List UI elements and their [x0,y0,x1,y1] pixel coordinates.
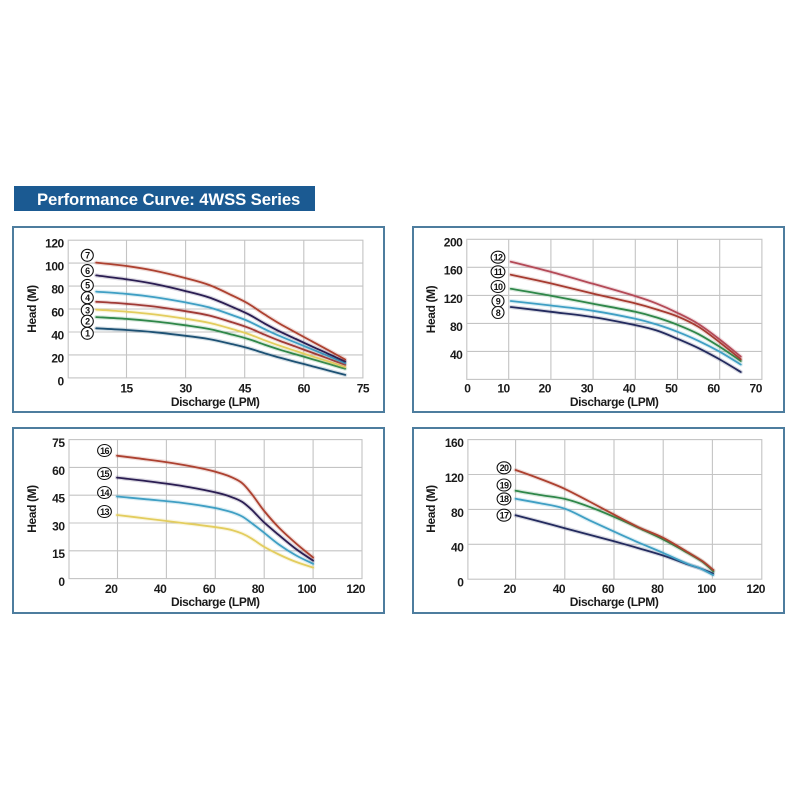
svg-text:40: 40 [51,328,64,342]
svg-text:160: 160 [444,264,463,278]
svg-text:40: 40 [553,582,566,596]
svg-text:10: 10 [497,381,510,395]
svg-text:40: 40 [154,582,167,596]
svg-text:120: 120 [746,582,765,596]
svg-text:Discharge (LPM): Discharge (LPM) [570,595,659,609]
svg-text:Head (M): Head (M) [25,285,39,333]
svg-text:Discharge (LPM): Discharge (LPM) [171,395,260,409]
svg-text:19: 19 [500,480,509,490]
svg-text:120: 120 [45,237,64,251]
svg-text:45: 45 [239,381,252,395]
svg-text:40: 40 [450,348,463,362]
svg-text:13: 13 [100,507,109,517]
svg-text:75: 75 [52,436,65,450]
svg-text:60: 60 [51,305,64,319]
svg-text:30: 30 [581,381,594,395]
svg-text:4: 4 [85,293,90,303]
svg-text:7: 7 [85,251,90,261]
svg-text:60: 60 [203,582,216,596]
svg-text:8: 8 [496,308,501,318]
svg-text:0: 0 [58,575,65,589]
svg-text:100: 100 [298,582,317,596]
svg-text:6: 6 [85,266,90,276]
svg-text:1: 1 [85,329,90,339]
svg-text:12: 12 [494,253,503,263]
svg-text:Discharge (LPM): Discharge (LPM) [570,395,659,409]
svg-text:80: 80 [651,582,664,596]
svg-text:200: 200 [444,236,463,250]
svg-text:100: 100 [45,260,64,274]
svg-text:5: 5 [85,281,90,291]
svg-text:60: 60 [298,381,311,395]
svg-text:0: 0 [58,374,65,388]
svg-text:120: 120 [445,471,464,485]
svg-text:20: 20 [539,381,552,395]
svg-text:30: 30 [52,519,65,533]
svg-text:70: 70 [750,381,763,395]
svg-text:18: 18 [500,494,509,504]
svg-text:Discharge (LPM): Discharge (LPM) [171,595,260,609]
svg-text:16: 16 [100,446,109,456]
svg-text:120: 120 [346,582,365,596]
svg-text:100: 100 [697,582,716,596]
svg-text:20: 20 [51,351,64,365]
svg-text:20: 20 [504,582,517,596]
svg-text:40: 40 [623,381,636,395]
svg-text:160: 160 [445,436,464,450]
svg-text:14: 14 [100,488,109,498]
svg-text:60: 60 [707,381,720,395]
svg-text:11: 11 [494,267,503,277]
svg-text:0: 0 [457,576,464,590]
svg-text:15: 15 [100,469,109,479]
svg-text:20: 20 [105,582,118,596]
svg-text:80: 80 [51,283,64,297]
svg-text:9: 9 [496,296,501,306]
svg-text:15: 15 [52,547,65,561]
svg-text:80: 80 [252,582,265,596]
svg-text:80: 80 [450,320,463,334]
svg-text:17: 17 [500,511,509,521]
svg-text:45: 45 [52,492,65,506]
svg-text:30: 30 [179,381,192,395]
svg-text:10: 10 [494,282,503,292]
svg-text:20: 20 [500,463,509,473]
svg-text:0: 0 [464,381,471,395]
svg-text:40: 40 [451,541,464,555]
svg-text:Performance Curve: 4WSS Series: Performance Curve: 4WSS Series [37,190,300,209]
svg-text:3: 3 [85,305,90,315]
svg-text:75: 75 [357,381,370,395]
svg-text:60: 60 [602,582,615,596]
svg-text:120: 120 [444,292,463,306]
svg-text:60: 60 [52,464,65,478]
svg-text:80: 80 [451,506,464,520]
svg-text:Head (M): Head (M) [424,485,438,533]
svg-text:15: 15 [120,381,133,395]
svg-text:50: 50 [665,381,678,395]
svg-text:2: 2 [85,317,90,327]
svg-text:Head (M): Head (M) [424,285,438,333]
svg-text:Head (M): Head (M) [25,485,39,533]
